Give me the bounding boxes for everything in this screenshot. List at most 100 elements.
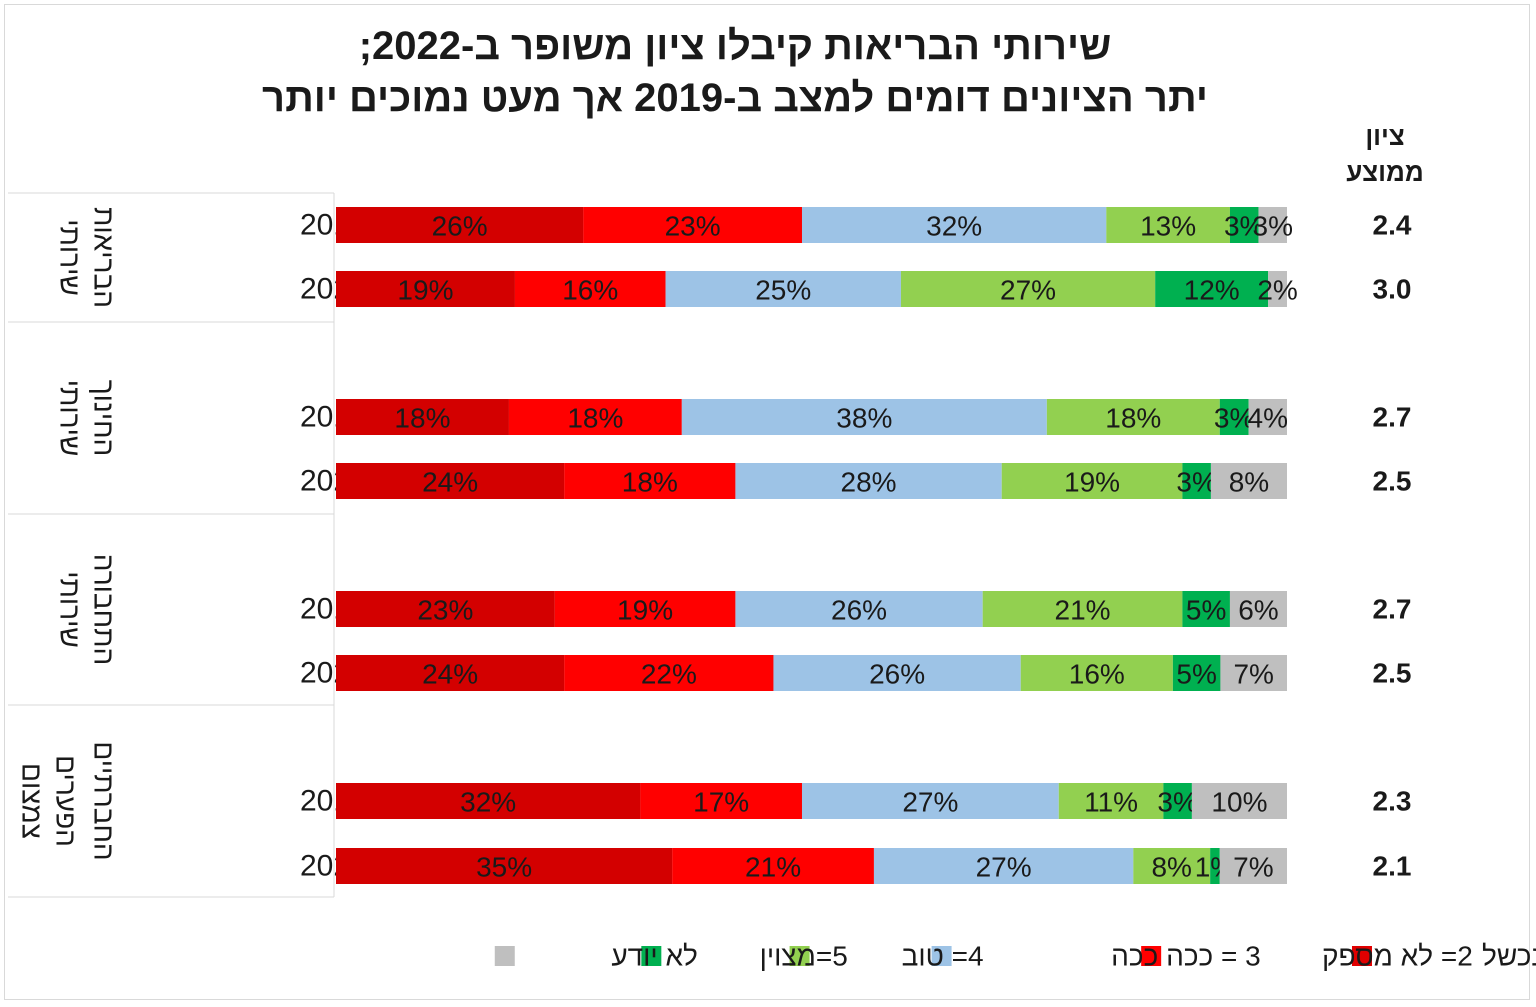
data-label: 19% xyxy=(617,595,673,626)
data-label: 5% xyxy=(1176,659,1216,690)
data-label: 7% xyxy=(1233,659,1273,690)
bar-segment-shade xyxy=(336,399,509,435)
data-label: 10% xyxy=(1211,787,1267,818)
bar-segment xyxy=(1182,591,1230,627)
bar-segment xyxy=(982,591,1183,627)
legend-label: 2= לא מספק xyxy=(1322,941,1473,972)
average-score: 2.7 xyxy=(1373,594,1412,625)
data-label: 21% xyxy=(1055,595,1111,626)
data-label: 27% xyxy=(1000,275,1056,306)
bar-segment xyxy=(1229,591,1287,627)
legend-label: 5=מצוין xyxy=(760,941,848,972)
bar-segment xyxy=(1058,783,1164,819)
bar-segment-shade xyxy=(336,207,584,243)
bar-segment xyxy=(1172,655,1221,691)
legend-label: 1= נכשל xyxy=(1482,941,1536,972)
data-label: 26% xyxy=(432,211,488,242)
legend-swatch xyxy=(494,946,515,966)
data-label: 24% xyxy=(422,659,478,690)
bar-segment xyxy=(1191,783,1287,819)
data-label: 25% xyxy=(755,275,811,306)
bar-segment xyxy=(801,207,1107,243)
group-label: שירותי xyxy=(55,380,86,457)
data-label: 18% xyxy=(1105,403,1161,434)
data-label: 3% xyxy=(1224,211,1264,242)
bar-segment xyxy=(681,399,1047,435)
bar-segment xyxy=(1210,463,1287,499)
bar-segment xyxy=(1210,848,1220,884)
data-label: 22% xyxy=(641,659,697,690)
average-score: 2.1 xyxy=(1373,851,1412,882)
bar-segment-shade xyxy=(336,591,555,627)
legend-swatch xyxy=(641,946,662,966)
data-label: 27% xyxy=(976,852,1032,883)
data-label: 5% xyxy=(1186,595,1226,626)
legend-label: לא יודע xyxy=(611,941,698,972)
bar-segment xyxy=(514,271,666,307)
data-label: 19% xyxy=(1064,467,1120,498)
data-label: 6% xyxy=(1238,595,1278,626)
group-label: שירותי xyxy=(55,219,86,296)
average-score: 2.4 xyxy=(1373,210,1412,241)
bar-segment xyxy=(554,591,736,627)
bar-segment xyxy=(1219,399,1249,435)
bar-segment-shade xyxy=(336,271,515,307)
bar-segment xyxy=(640,783,802,819)
bar-segment xyxy=(1001,463,1183,499)
bar-segment-shade xyxy=(336,783,641,819)
data-label: 23% xyxy=(417,595,473,626)
legend-swatch xyxy=(1141,946,1162,966)
bar-segment xyxy=(1020,655,1173,691)
data-label: 26% xyxy=(831,595,887,626)
data-label: 8% xyxy=(1151,852,1191,883)
bar-segment xyxy=(1229,207,1259,243)
bar-segment xyxy=(564,655,774,691)
data-label: 18% xyxy=(622,467,678,498)
group-label: הבריאות xyxy=(89,207,120,308)
data-label: 26% xyxy=(869,659,925,690)
bar-segment xyxy=(900,271,1156,307)
legend-label: 3 = ככה ככה xyxy=(1111,941,1261,972)
bar-segment xyxy=(564,463,736,499)
data-label: 3% xyxy=(1214,403,1254,434)
data-label: 16% xyxy=(1069,659,1125,690)
data-label: 32% xyxy=(926,211,982,242)
data-label: 28% xyxy=(841,467,897,498)
data-label: 3% xyxy=(1253,211,1293,242)
data-label: 4% xyxy=(1248,403,1288,434)
bar-segment xyxy=(1248,399,1287,435)
data-label: 27% xyxy=(902,787,958,818)
bar-segment-shade xyxy=(336,655,565,691)
bar-segment-shade xyxy=(336,463,565,499)
data-label: 11% xyxy=(1084,787,1138,818)
average-score: 3.0 xyxy=(1373,274,1412,305)
data-label: 24% xyxy=(422,467,478,498)
bar-segment xyxy=(1155,271,1269,307)
bar-segment-shade xyxy=(336,848,673,884)
data-label: 35% xyxy=(476,852,532,883)
bar-segment xyxy=(1133,848,1211,884)
data-label: 2% xyxy=(1257,275,1297,306)
chart-title-line-1: שירותי הבריאות קיבלו ציון משופר ב-2022; xyxy=(358,24,1112,68)
data-label: 23% xyxy=(665,211,721,242)
bar-segment xyxy=(801,783,1059,819)
data-label: 16% xyxy=(562,275,618,306)
bar-segment xyxy=(508,399,682,435)
group-label: החברתיים xyxy=(89,741,120,860)
legend-label: 4= טוב xyxy=(902,941,984,972)
data-label: 8% xyxy=(1229,467,1269,498)
data-label: 38% xyxy=(836,403,892,434)
bar-segment xyxy=(1182,463,1211,499)
data-label: 21% xyxy=(745,852,801,883)
bar-segment xyxy=(735,463,1002,499)
bar-segment xyxy=(773,655,1021,691)
bar-segment xyxy=(1046,399,1220,435)
data-label: 3% xyxy=(1157,787,1197,818)
data-label: 17% xyxy=(693,787,749,818)
legend-swatch xyxy=(1351,946,1372,966)
chart-title-line-2: יתר הציונים דומים למצב ב-2019 אך מעט נמו… xyxy=(262,76,1208,120)
data-label: 32% xyxy=(460,787,516,818)
bar-segment xyxy=(1219,848,1287,884)
legend-swatch xyxy=(931,946,952,966)
